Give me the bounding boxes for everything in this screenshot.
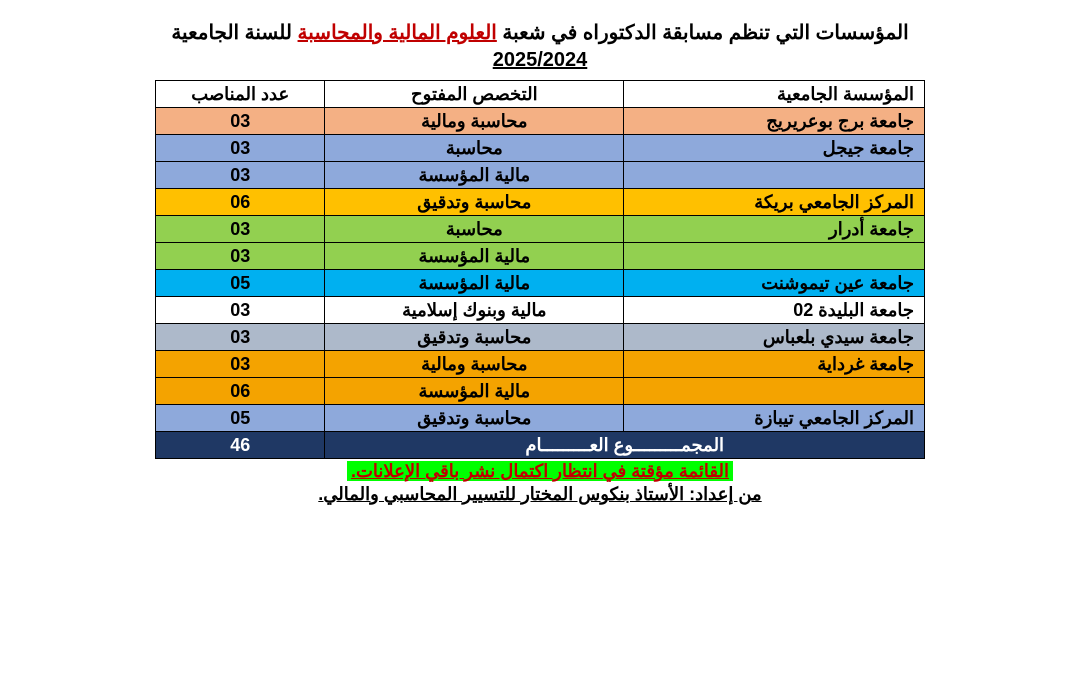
title-post: للسنة الجامعية — [171, 22, 292, 44]
total-value: 46 — [156, 432, 325, 459]
table-row: مالية المؤسسة03 — [156, 162, 925, 189]
cell-positions: 03 — [156, 324, 325, 351]
table-row: جامعة غردايةمحاسبة ومالية03 — [156, 351, 925, 378]
title-highlight: العلوم المالية والمحاسبة — [298, 22, 497, 44]
header-institution: المؤسسة الجامعية — [624, 81, 925, 108]
cell-institution — [624, 243, 925, 270]
cell-speciality: مالية وبنوك إسلامية — [325, 297, 624, 324]
cell-institution: جامعة أدرار — [624, 216, 925, 243]
header-positions: عدد المناصب — [156, 81, 325, 108]
table-row: جامعة عين تيموشنتمالية المؤسسة05 — [156, 270, 925, 297]
cell-positions: 05 — [156, 405, 325, 432]
cell-institution: المركز الجامعي بريكة — [624, 189, 925, 216]
academic-year: 2025/2024 — [40, 49, 1040, 72]
cell-institution: جامعة برج بوعريريج — [624, 108, 925, 135]
cell-institution — [624, 162, 925, 189]
cell-institution: جامعة غرداية — [624, 351, 925, 378]
cell-positions: 06 — [156, 378, 325, 405]
total-row: المجمـــــــــوع العـــــــــام46 — [156, 432, 925, 459]
table-row: جامعة البليدة 02مالية وبنوك إسلامية03 — [156, 297, 925, 324]
table-header-row: المؤسسة الجامعية التخصص المفتوح عدد المن… — [156, 81, 925, 108]
cell-positions: 03 — [156, 135, 325, 162]
cell-institution: جامعة البليدة 02 — [624, 297, 925, 324]
cell-speciality: محاسبة ومالية — [325, 108, 624, 135]
table-row: جامعة أدرارمحاسبة03 — [156, 216, 925, 243]
cell-speciality: محاسبة — [325, 216, 624, 243]
cell-positions: 03 — [156, 108, 325, 135]
table-row: جامعة جيجلمحاسبة03 — [156, 135, 925, 162]
cell-institution: جامعة عين تيموشنت — [624, 270, 925, 297]
cell-institution: جامعة سيدي بلعباس — [624, 324, 925, 351]
cell-institution — [624, 378, 925, 405]
cell-speciality: مالية المؤسسة — [325, 162, 624, 189]
note-text: القائمة مؤقتة في انتظار اكتمال نشر باقي … — [347, 461, 733, 481]
cell-speciality: محاسبة — [325, 135, 624, 162]
header-speciality: التخصص المفتوح — [325, 81, 624, 108]
cell-positions: 03 — [156, 351, 325, 378]
cell-positions: 03 — [156, 216, 325, 243]
cell-positions: 05 — [156, 270, 325, 297]
page-title: المؤسسات التي تنظم مسابقة الدكتوراه في ش… — [40, 20, 1040, 45]
cell-positions: 03 — [156, 243, 325, 270]
cell-speciality: محاسبة ومالية — [325, 351, 624, 378]
cell-speciality: مالية المؤسسة — [325, 378, 624, 405]
table-row: جامعة برج بوعريريجمحاسبة ومالية03 — [156, 108, 925, 135]
title-pre: المؤسسات التي تنظم مسابقة الدكتوراه في ش… — [497, 22, 909, 44]
table-row: مالية المؤسسة06 — [156, 378, 925, 405]
cell-institution: جامعة جيجل — [624, 135, 925, 162]
cell-institution: المركز الجامعي تيبازة — [624, 405, 925, 432]
cell-speciality: محاسبة وتدقيق — [325, 324, 624, 351]
table-row: مالية المؤسسة03 — [156, 243, 925, 270]
cell-speciality: مالية المؤسسة — [325, 243, 624, 270]
table-row: المركز الجامعي تيبازةمحاسبة وتدقيق05 — [156, 405, 925, 432]
table-row: جامعة سيدي بلعباسمحاسبة وتدقيق03 — [156, 324, 925, 351]
institutions-table: المؤسسة الجامعية التخصص المفتوح عدد المن… — [155, 80, 925, 459]
pending-note: القائمة مؤقتة في انتظار اكتمال نشر باقي … — [40, 461, 1040, 482]
cell-speciality: مالية المؤسسة — [325, 270, 624, 297]
cell-positions: 03 — [156, 297, 325, 324]
cell-positions: 03 — [156, 162, 325, 189]
cell-speciality: محاسبة وتدقيق — [325, 189, 624, 216]
cell-positions: 06 — [156, 189, 325, 216]
author-line: من إعداد: الأستاذ بنكوس المختار للتسيير … — [40, 484, 1040, 505]
total-label: المجمـــــــــوع العـــــــــام — [325, 432, 925, 459]
table-row: المركز الجامعي بريكةمحاسبة وتدقيق06 — [156, 189, 925, 216]
cell-speciality: محاسبة وتدقيق — [325, 405, 624, 432]
